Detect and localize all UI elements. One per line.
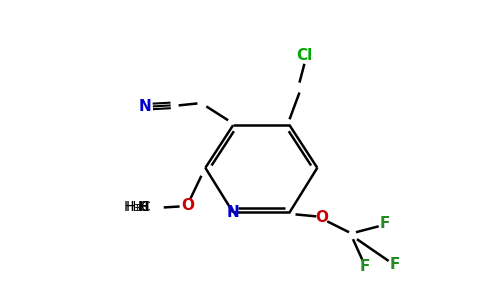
Text: N: N (227, 205, 240, 220)
Text: O: O (181, 198, 194, 213)
Text: H: H (138, 200, 150, 214)
Text: F: F (379, 216, 390, 231)
Text: F: F (360, 260, 370, 274)
Text: N: N (138, 99, 151, 114)
Text: Cl: Cl (296, 48, 313, 63)
Text: O: O (315, 210, 328, 225)
Text: F: F (390, 257, 400, 272)
Text: H₃C: H₃C (124, 200, 150, 214)
Text: H₃C: H₃C (126, 200, 152, 214)
